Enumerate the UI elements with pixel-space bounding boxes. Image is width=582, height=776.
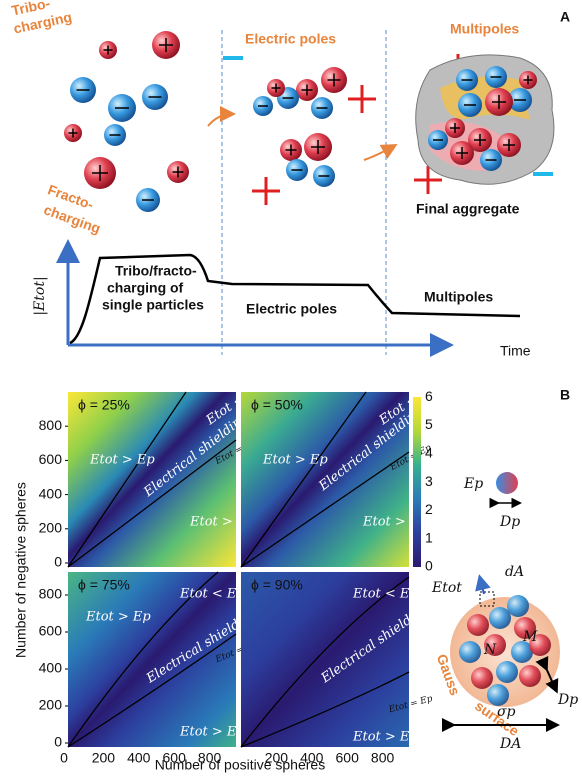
heatmap <box>241 392 409 567</box>
label: 3 <box>425 473 433 489</box>
label: 600 <box>163 750 187 766</box>
boundary-curve <box>67 439 237 568</box>
label: Multipoles <box>450 21 519 37</box>
positive-sphere <box>529 634 551 656</box>
label: single particles <box>102 297 204 313</box>
label: 5 <box>425 416 433 432</box>
label: M <box>522 629 538 645</box>
label: Multipoles <box>424 289 493 305</box>
positive-sphere <box>471 667 493 689</box>
label: 800 <box>198 750 222 766</box>
label: Tribo/fracto- <box>115 263 197 279</box>
label: 400 <box>39 660 63 676</box>
label: N <box>483 642 497 658</box>
label: charging <box>42 201 103 236</box>
label: ϕ = 90% <box>251 577 303 593</box>
label: 600 <box>39 623 63 639</box>
label: 0 <box>60 750 68 766</box>
negative-sphere <box>487 684 509 706</box>
label: Etot > Ep <box>352 730 418 745</box>
label: Final aggregate <box>416 201 520 217</box>
label: 800 <box>39 417 63 433</box>
label: Etot > Ep <box>89 453 155 468</box>
label: dA <box>505 564 524 580</box>
label: ϕ = 75% <box>78 577 130 593</box>
heatmap <box>68 572 236 747</box>
negative-sphere <box>459 641 481 663</box>
boundary-curve <box>67 571 219 748</box>
label: Etot > Ep <box>262 453 328 468</box>
negative-sphere <box>511 641 533 663</box>
arrow <box>363 144 398 161</box>
label: 200 <box>265 750 289 766</box>
label: Time <box>500 343 531 359</box>
label: ϕ = 50% <box>251 397 303 413</box>
particle <box>496 472 518 494</box>
colorbar <box>413 397 421 567</box>
positive-sphere <box>484 634 506 656</box>
label: 200 <box>39 697 63 713</box>
label: Dp <box>499 514 520 530</box>
label: A <box>560 9 570 25</box>
label: 400 <box>127 750 151 766</box>
arrow <box>207 106 236 127</box>
label: Electric poles <box>245 31 336 47</box>
label: 400 <box>39 485 63 501</box>
label: ϕ = 25% <box>78 397 130 413</box>
label: Number of positive spheres <box>155 757 325 773</box>
positive-sphere <box>467 614 489 636</box>
label: 1 <box>425 529 433 545</box>
label: Electric poles <box>246 301 337 317</box>
label: Etot < Ep <box>352 587 418 602</box>
boundary-curve <box>240 451 410 568</box>
label: DA <box>499 736 521 752</box>
label: |Etot| <box>32 276 48 315</box>
area-element <box>479 591 495 607</box>
label: 0 <box>425 558 433 574</box>
label: Etot > Ep <box>362 515 428 530</box>
boundary-curve <box>240 391 367 568</box>
label: 0 <box>54 734 62 750</box>
label: 800 <box>39 586 63 602</box>
field-curve <box>69 253 521 345</box>
field-arrow <box>475 574 491 595</box>
label: 600 <box>39 451 63 467</box>
negative-sphere <box>496 661 518 683</box>
label: σp <box>497 704 516 720</box>
label: 600 <box>336 750 360 766</box>
label: 6 <box>425 388 433 404</box>
label: Etot < Ep <box>179 587 245 602</box>
label: 2 <box>425 501 433 517</box>
label: 400 <box>300 750 324 766</box>
label: 0 <box>54 554 62 570</box>
boundary-curve <box>67 633 237 748</box>
label: Etot > Ep <box>179 725 245 740</box>
dim-arrow <box>535 655 559 694</box>
boundary-curve <box>67 391 187 568</box>
label: Etot > Ep <box>85 610 151 625</box>
boundary-curve <box>240 671 410 748</box>
label: Number of negative spheres <box>13 482 29 658</box>
label: charging of <box>107 280 184 296</box>
negative-sphere <box>507 595 529 617</box>
label: Etot <box>431 580 462 596</box>
label: Dp <box>557 692 578 708</box>
heatmap <box>68 392 236 567</box>
label: Etot > Ep <box>189 515 255 530</box>
label: 200 <box>39 520 63 536</box>
boundary-curve <box>240 576 410 748</box>
positive-sphere <box>519 665 541 687</box>
label: 4 <box>425 445 433 461</box>
label: 200 <box>92 750 116 766</box>
label: B <box>560 387 570 403</box>
label: 800 <box>371 750 395 766</box>
heatmap <box>241 572 409 747</box>
positive-sphere <box>514 617 536 639</box>
label: Ep <box>463 476 483 492</box>
negative-sphere <box>489 607 511 629</box>
